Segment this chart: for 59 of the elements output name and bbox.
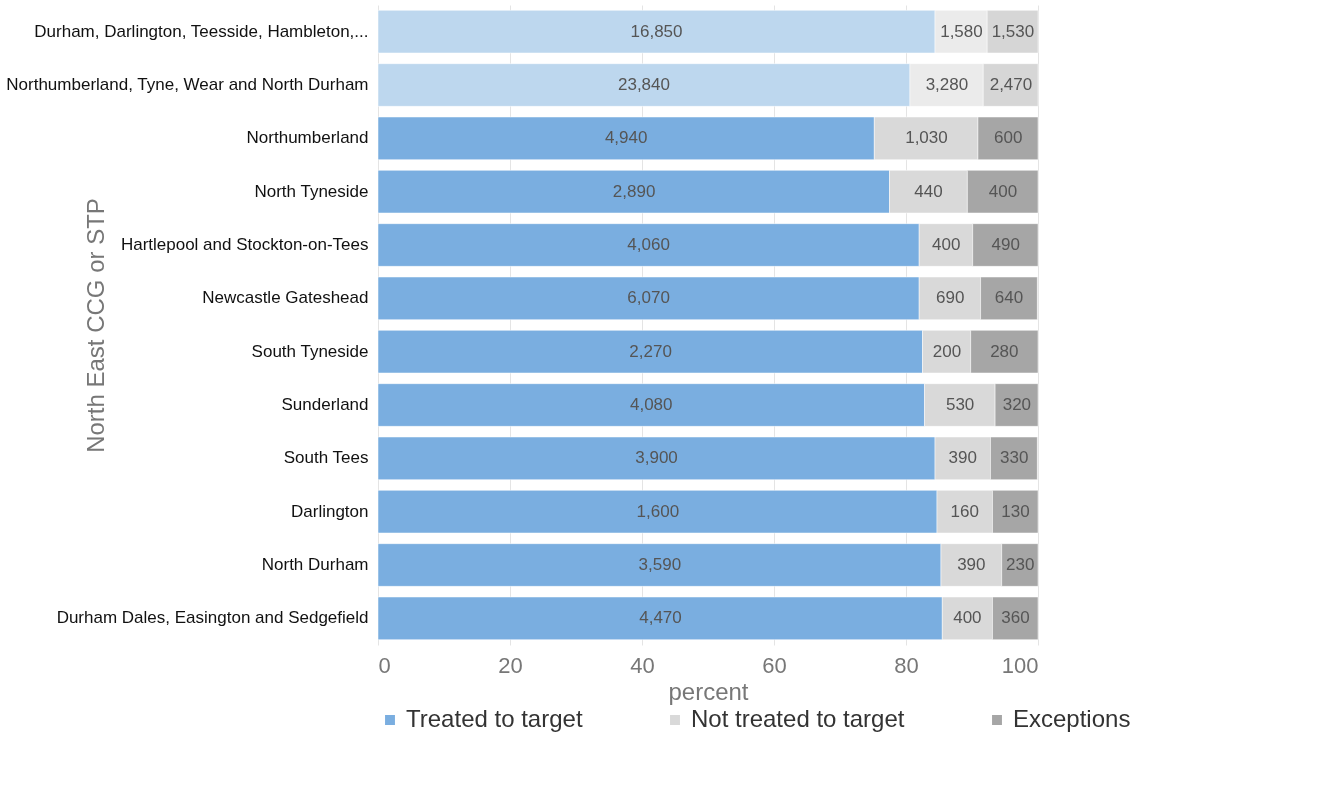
annotation: 3,900	[635, 448, 678, 468]
y-tick-label: Newcastle Gateshead	[202, 288, 369, 308]
annotation: 390	[948, 448, 977, 468]
x-tick-label: 20	[498, 652, 523, 678]
annotation: 320	[1002, 395, 1032, 414]
annotation: 400	[932, 235, 961, 254]
annotation: 4,080	[629, 395, 673, 414]
annotation: 280	[990, 341, 1019, 361]
legend-label: Exceptions	[1013, 705, 1131, 732]
annotation: 1,530	[991, 21, 1035, 41]
legend-label: Not treated to target	[691, 705, 905, 732]
annotation: 200	[932, 341, 962, 361]
annotation: 390	[957, 555, 986, 574]
y-tick-label: Northumberland, Tyne, Wear and North Durham	[6, 75, 369, 94]
x-tick-label: 80	[894, 652, 919, 678]
annotation: 640	[994, 288, 1024, 308]
y-tick-label: Darlington	[291, 501, 369, 521]
x-tick-label: 100	[1001, 652, 1039, 678]
x-axis-title: percent	[668, 677, 749, 705]
y-tick-label: North Tyneside	[254, 181, 369, 201]
annotation: 16,850	[630, 21, 683, 41]
annotation: 4,470	[639, 608, 682, 628]
annotation: 2,270	[629, 341, 672, 361]
annotation: 400	[988, 181, 1018, 201]
annotation: 6,070	[627, 288, 670, 308]
y-tick-label: Durham, Darlington, Teesside, Hambleton,...	[34, 21, 369, 41]
annotation: 160	[950, 501, 979, 521]
annotation: 360	[1001, 608, 1030, 628]
annotation: 23,840	[617, 75, 670, 94]
annotation: 3,280	[925, 75, 969, 94]
y-tick-label: Northumberland	[246, 128, 369, 148]
annotation: 440	[914, 181, 943, 201]
annotation: 230	[1005, 555, 1035, 574]
annotation: 690	[936, 288, 965, 308]
y-tick-label: South Tees	[283, 448, 369, 468]
annotation: 4,940	[604, 128, 648, 148]
legend-label: Treated to target	[406, 705, 583, 732]
y-tick-label: North Durham	[261, 555, 369, 574]
y-tick-label: Hartlepool and Stockton-on-Tees	[120, 235, 369, 254]
x-tick-label: 60	[762, 652, 787, 678]
y-tick-label: South Tyneside	[251, 341, 369, 361]
y-tick-label: Durham Dales, Easington and Sedgefield	[56, 608, 369, 628]
annotation: 400	[953, 608, 982, 628]
annotation: 3,590	[638, 555, 682, 574]
annotation: 490	[991, 235, 1020, 254]
annotation: 4,060	[627, 235, 670, 254]
annotation: 2,470	[989, 75, 1033, 94]
annotation: 530	[945, 395, 975, 414]
annotation: 330	[1000, 448, 1029, 468]
y-axis-title: North East CCG or STP	[81, 198, 109, 453]
annotation: 600	[994, 128, 1023, 148]
y-tick-label: Sunderland	[281, 395, 369, 414]
x-tick-label: 40	[630, 652, 655, 678]
annotation: 1,580	[940, 21, 983, 41]
x-tick-label: 0	[378, 652, 391, 678]
annotation: 1,030	[905, 128, 948, 148]
annotation: 2,890	[612, 181, 656, 201]
annotation: 130	[1001, 501, 1030, 521]
annotation: 1,600	[636, 501, 680, 521]
